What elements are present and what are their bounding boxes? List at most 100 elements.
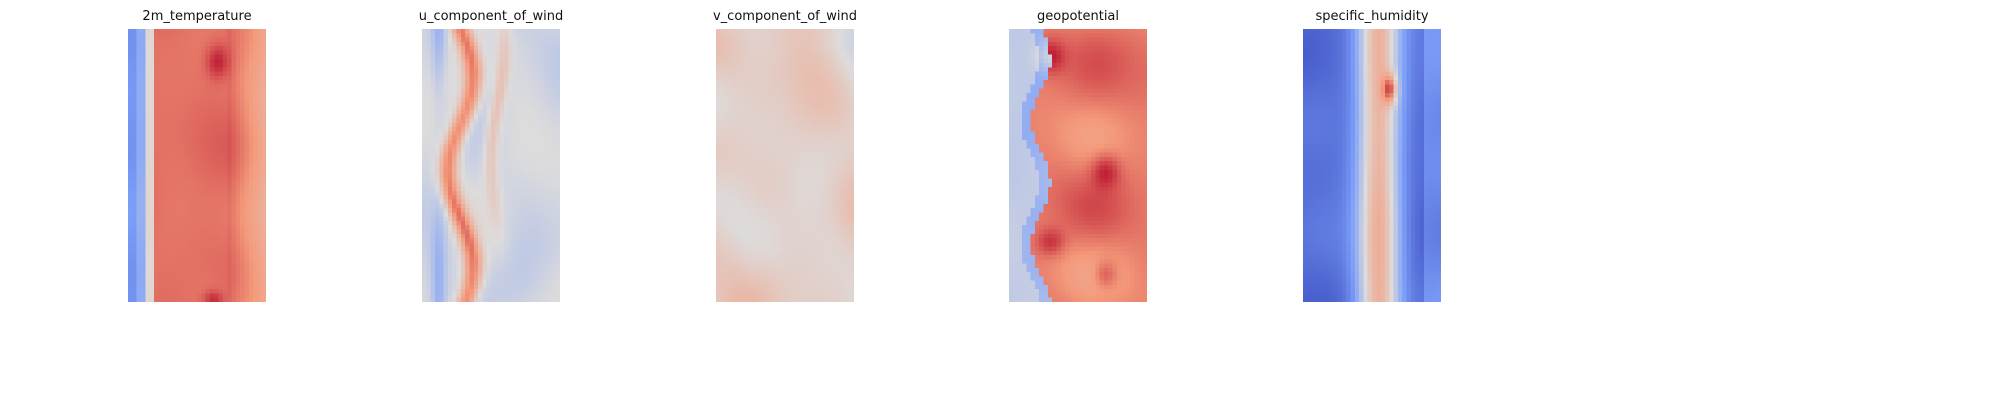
- heatmap-cell: [158, 152, 164, 158]
- heatmap-cell: [171, 37, 177, 43]
- heatmap-cell: [465, 139, 471, 145]
- heatmap-cell: [473, 110, 479, 115]
- heatmap-cell: [521, 29, 527, 34]
- heatmap-cell: [486, 225, 492, 231]
- heatmap-cell: [175, 63, 181, 68]
- heatmap-cell: [257, 58, 263, 64]
- heatmap-cell: [253, 272, 258, 278]
- heatmap-cell: [430, 165, 436, 171]
- heatmap-cell: [733, 135, 739, 141]
- heatmap-cell: [192, 29, 198, 34]
- heatmap-cell: [478, 67, 483, 73]
- heatmap-cell: [261, 220, 266, 226]
- heatmap-cell: [231, 178, 237, 184]
- heatmap-cell: [205, 186, 211, 192]
- heatmap-cell: [261, 191, 266, 196]
- heatmap-cell: [806, 75, 812, 81]
- heatmap-cell: [482, 114, 488, 120]
- heatmap-cell: [192, 33, 198, 39]
- heatmap-cell: [849, 50, 854, 56]
- heatmap-cell: [456, 259, 462, 265]
- heatmap-cell: [162, 54, 168, 60]
- heatmap-cell: [793, 97, 799, 103]
- heatmap-cell: [240, 182, 246, 188]
- heatmap-cell: [720, 75, 726, 81]
- heatmap-cell: [529, 182, 535, 188]
- heatmap-cell: [521, 169, 527, 175]
- heatmap-cell: [179, 50, 185, 56]
- heatmap-cell: [538, 71, 544, 77]
- heatmap-cell: [447, 63, 453, 68]
- heatmap-cell: [158, 148, 164, 154]
- heatmap-cell: [555, 297, 560, 302]
- heatmap-cell: [447, 131, 453, 137]
- heatmap-cell: [140, 195, 146, 201]
- heatmap-cell: [452, 208, 458, 214]
- heatmap-cell: [737, 80, 743, 86]
- heatmap-cell: [486, 67, 492, 73]
- heatmap-cell: [227, 293, 233, 299]
- heatmap-cell: [473, 131, 479, 137]
- heatmap-cell: [227, 75, 233, 81]
- heatmap-cell: [763, 33, 769, 39]
- heatmap-cell: [542, 144, 548, 150]
- heatmap-cell: [841, 114, 846, 120]
- heatmap-cell: [205, 169, 211, 175]
- heatmap-cell: [184, 71, 189, 77]
- heatmap-cell: [179, 29, 185, 34]
- heatmap-cell: [222, 144, 228, 150]
- heatmap-cell: [491, 208, 496, 214]
- heatmap-cell: [452, 233, 458, 239]
- heatmap-cell: [793, 29, 799, 34]
- heatmap-cell: [222, 250, 228, 256]
- heatmap-cell: [754, 118, 760, 124]
- heatmap-cell: [162, 80, 168, 86]
- heatmap-cell: [158, 46, 164, 51]
- heatmap-cell: [422, 156, 427, 162]
- heatmap-cell: [218, 75, 224, 81]
- heatmap-cell: [555, 50, 560, 56]
- heatmap-cell: [257, 29, 263, 34]
- heatmap-cell: [244, 88, 250, 94]
- heatmap-cell: [179, 161, 185, 167]
- heatmap-cell: [235, 178, 241, 184]
- heatmap-cell: [197, 75, 202, 81]
- heatmap-cell: [849, 58, 854, 64]
- heatmap-cell: [836, 122, 842, 128]
- heatmap-cell: [716, 92, 721, 98]
- heatmap-cell: [495, 105, 501, 111]
- heatmap-cell: [785, 54, 790, 60]
- heatmap-cell: [240, 263, 246, 269]
- heatmap-cell: [516, 118, 522, 124]
- heatmap-cell: [153, 41, 159, 47]
- heatmap-cell: [508, 267, 514, 273]
- heatmap-cell: [140, 289, 146, 295]
- heatmap-cell: [218, 37, 224, 43]
- heatmap-cell: [797, 33, 803, 39]
- heatmap-cell: [841, 46, 846, 51]
- heatmap-cell: [785, 101, 790, 107]
- heatmap-cell: [491, 37, 496, 43]
- heatmap-cell: [767, 97, 773, 103]
- heatmap-cell: [733, 139, 739, 145]
- heatmap-cell: [728, 135, 734, 141]
- heatmap-cell: [728, 139, 734, 145]
- heatmap-cell: [240, 118, 246, 124]
- heatmap-cell: [516, 220, 522, 226]
- heatmap-cell: [253, 127, 258, 132]
- heatmap-cell: [521, 238, 527, 243]
- heatmap-cell: [529, 37, 535, 43]
- heatmap-cell: [529, 225, 535, 231]
- heatmap-cell: [439, 135, 445, 141]
- heatmap-cell: [218, 33, 224, 39]
- heatmap-cell: [499, 289, 505, 295]
- heatmap-cell: [512, 169, 518, 175]
- heatmap-cell: [132, 212, 138, 218]
- heatmap-cell: [179, 46, 185, 51]
- heatmap-cell: [460, 233, 466, 239]
- heatmap-cell: [534, 229, 540, 235]
- heatmap-cell: [248, 203, 254, 209]
- heatmap-cell: [430, 105, 436, 111]
- heatmap-cell: [434, 220, 440, 226]
- heatmap-cell: [439, 272, 445, 278]
